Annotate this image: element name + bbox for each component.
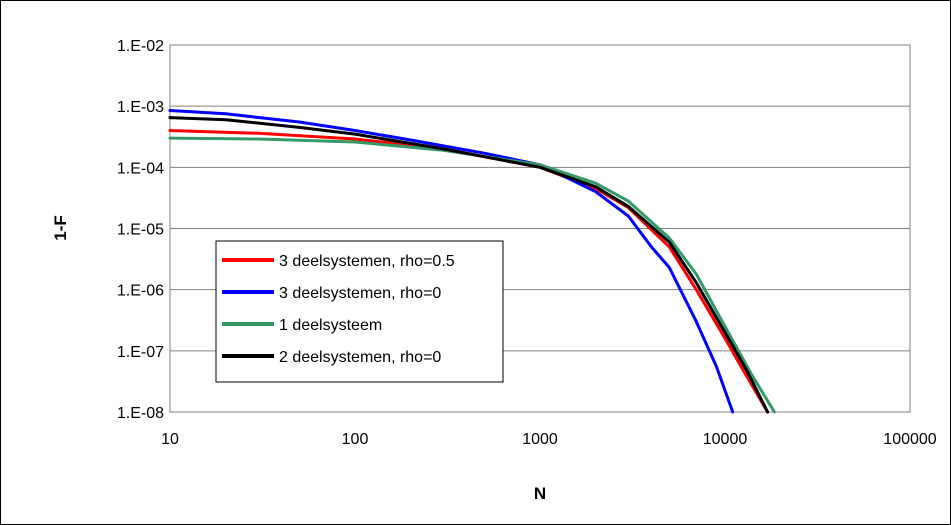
series-line-3 xyxy=(168,136,776,414)
x-tick-label: 10 xyxy=(161,431,179,448)
y-tick-label: 1.E-08 xyxy=(117,405,164,422)
x-tick-label: 100000 xyxy=(883,431,936,448)
x-tick-labels: 10 100 1000 10000 100000 xyxy=(161,431,937,448)
y-tick-label: 1.E-05 xyxy=(117,222,164,239)
series-lines xyxy=(168,109,776,414)
legend-box xyxy=(215,240,504,383)
legend-label-1: 3 deelsystemen, rho=0.5 xyxy=(279,253,455,270)
x-tick-label: 10000 xyxy=(703,431,748,448)
x-tick-label: 1000 xyxy=(522,431,558,448)
legend-label-2: 3 deelsystemen, rho=0 xyxy=(279,285,441,302)
x-tick-label: 100 xyxy=(342,431,369,448)
y-tick-label: 1.E-06 xyxy=(117,283,164,300)
plot-area-border xyxy=(169,44,911,413)
y-tick-label: 1.E-03 xyxy=(117,99,164,116)
series-line-4 xyxy=(168,116,770,414)
y-tick-label: 1.E-02 xyxy=(117,38,164,55)
y-axis-title: 1-F xyxy=(51,215,70,241)
legend-label-3: 1 deelsysteem xyxy=(279,317,382,334)
legend: 3 deelsystemen, rho=0.5 3 deelsystemen, r… xyxy=(215,240,504,383)
y-tick-label: 1.E-04 xyxy=(117,160,164,177)
y-tick-labels: 1.E-02 1.E-03 1.E-04 1.E-05 1.E-06 1.E-07 1.E-… xyxy=(117,38,164,422)
y-tick-label: 1.E-07 xyxy=(117,344,164,361)
x-axis-title: N xyxy=(534,484,546,503)
legend-label-4: 2 deelsystemen, rho=0 xyxy=(279,349,441,366)
